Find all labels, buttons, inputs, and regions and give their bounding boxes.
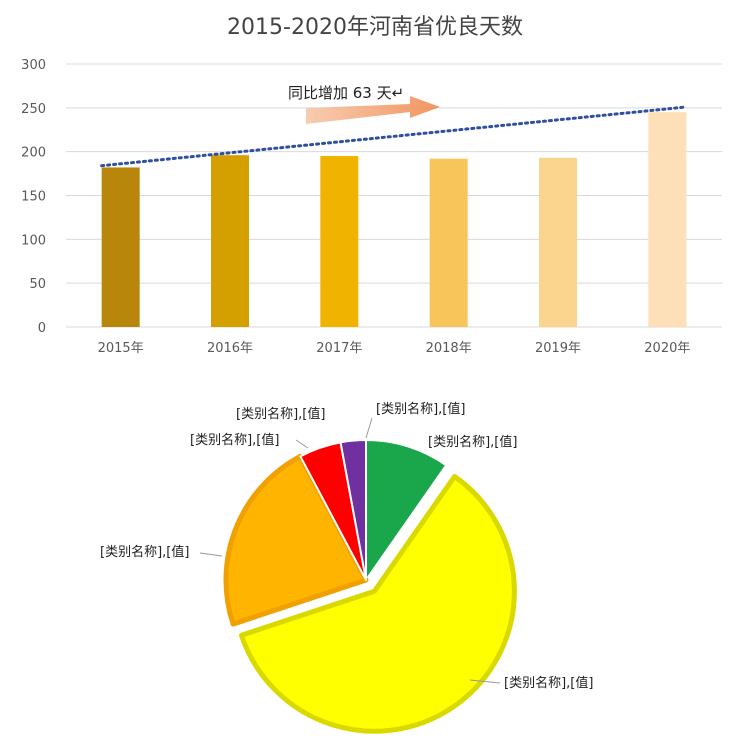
bar [101, 167, 140, 327]
annotation: 同比增加 63 天↵ [288, 84, 440, 124]
x-tick-label: 2019年 [535, 341, 581, 356]
bar-y-axis: 0 50 100 150 200 250 300 [21, 58, 46, 336]
bar [320, 156, 359, 327]
bar-gridlines [66, 63, 722, 328]
pie-label: [类别名称],[值] [428, 434, 517, 450]
pie-label: [类别名称],[值] [504, 675, 593, 691]
bar-series [101, 112, 687, 327]
x-tick-label: 2020年 [644, 341, 690, 356]
y-tick-label: 100 [21, 233, 46, 248]
leader-line [469, 679, 501, 684]
pie-label: [类别名称],[值] [190, 432, 279, 448]
x-tick-label: 2017年 [316, 341, 362, 356]
y-tick-label: 300 [21, 58, 46, 73]
leader-line [199, 552, 223, 557]
x-tick-label: 2018年 [426, 341, 472, 356]
pie-label: [类别名称],[值] [376, 401, 465, 417]
leader-line [365, 417, 373, 439]
bar [648, 112, 687, 327]
annotation-text: 同比增加 63 天↵ [288, 84, 404, 102]
pie-chart: [类别名称],[值] [类别名称],[值] [类别名称],[值] [类别名称],[值]… [100, 401, 593, 734]
leader-line [295, 439, 309, 449]
bar-chart-title: 2015-2020年河南省优良天数 [227, 15, 523, 40]
bar [429, 158, 468, 327]
trendline [100, 105, 688, 168]
pie-slice [223, 453, 369, 627]
pie-label: [类别名称],[值] [100, 544, 189, 560]
pie-slice [365, 439, 448, 581]
arrow-icon [306, 96, 440, 124]
y-tick-label: 0 [38, 321, 46, 336]
pie-label: [类别名称],[值] [236, 406, 325, 422]
pie-slice [238, 473, 517, 734]
bar [539, 157, 577, 327]
pie-slice [339, 439, 367, 581]
y-tick-label: 250 [21, 102, 46, 117]
y-tick-label: 200 [21, 146, 46, 161]
bar-x-axis: 2015年 2016年 2017年 2018年 2019年 2020年 [98, 341, 691, 356]
x-tick-label: 2015年 [98, 341, 144, 356]
y-tick-label: 150 [21, 190, 46, 205]
y-tick-label: 50 [29, 277, 46, 292]
x-tick-label: 2016年 [207, 341, 253, 356]
bar [211, 155, 249, 327]
